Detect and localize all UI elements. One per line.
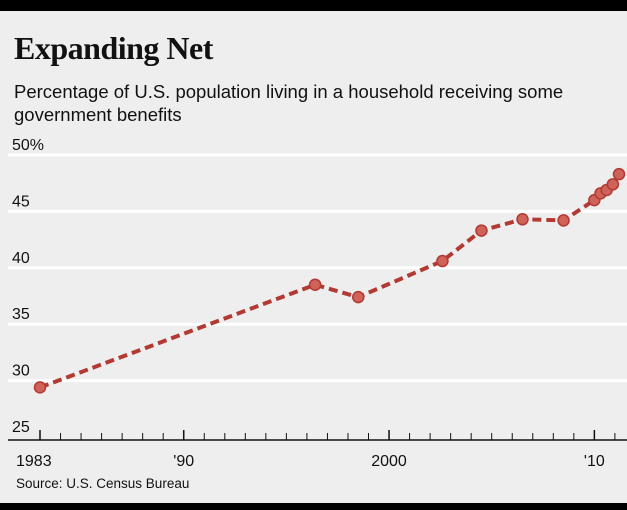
x-tick-label-2010: '10 — [584, 453, 605, 470]
y-tick-label-40: 40 — [12, 250, 30, 267]
data-point-2 — [351, 290, 365, 304]
data-point-10 — [606, 178, 620, 191]
data-point-6 — [557, 214, 570, 227]
data-point-4 — [475, 224, 488, 237]
data-point-0 — [33, 381, 47, 394]
data-point-markers — [33, 167, 626, 394]
data-point-1 — [308, 278, 322, 291]
series-line-group — [39, 173, 621, 390]
data-point-5 — [516, 213, 529, 226]
series-line-0 — [39, 173, 621, 390]
x-axis-labels: 1983 '90 2000 '10 — [16, 453, 605, 470]
chart-subtitle: Percentage of U.S. population living in … — [14, 81, 564, 125]
chart-panel — [0, 11, 627, 503]
y-axis-labels: 50% 45 40 35 30 25 — [12, 137, 44, 436]
x-axis-major-ticks — [39, 430, 596, 440]
y-tick-label-45: 45 — [12, 193, 30, 210]
source-note: Source: U.S. Census Bureau — [16, 476, 190, 491]
y-tick-label-30: 30 — [12, 363, 30, 380]
data-point-11 — [612, 167, 626, 181]
x-tick-label-2000: 2000 — [371, 453, 407, 470]
chart-title: Expanding Net — [14, 30, 213, 66]
x-tick-label-1983: 1983 — [16, 453, 52, 470]
x-axis-minor-ticks — [60, 433, 616, 440]
y-tick-label-50: 50% — [12, 137, 44, 154]
y-tick-label-25: 25 — [12, 419, 30, 436]
gridlines — [8, 153, 627, 383]
x-tick-label-1990: '90 — [173, 453, 194, 470]
data-point-3 — [436, 254, 449, 268]
y-tick-label-35: 35 — [12, 306, 30, 323]
